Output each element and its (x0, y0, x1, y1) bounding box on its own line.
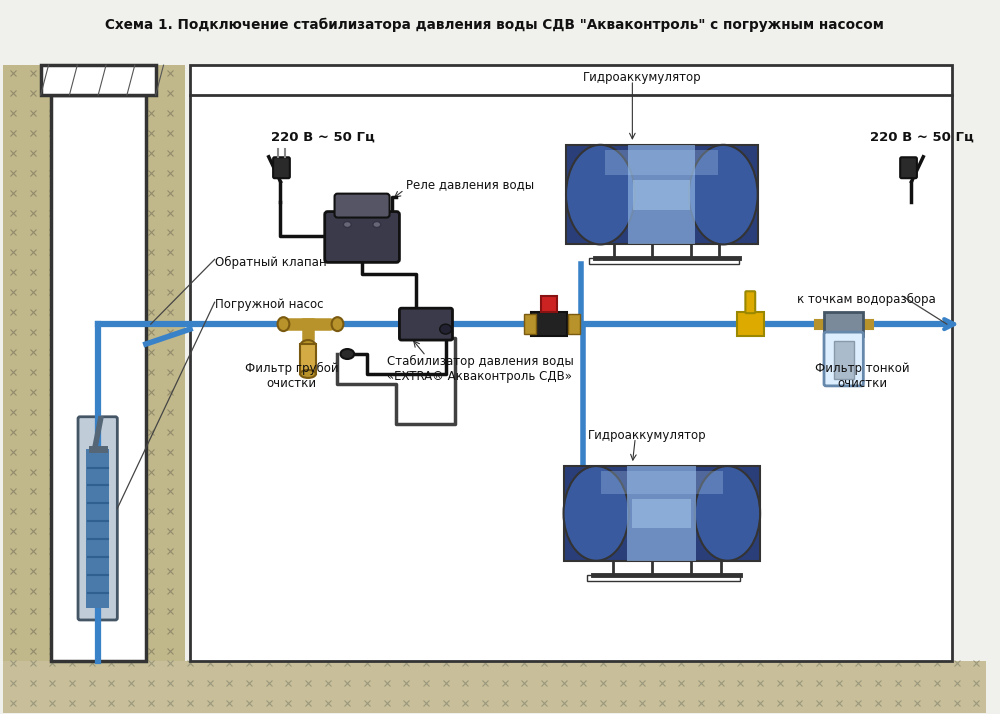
Ellipse shape (278, 317, 289, 331)
FancyBboxPatch shape (834, 341, 854, 379)
Ellipse shape (689, 145, 758, 244)
FancyBboxPatch shape (589, 258, 739, 264)
Ellipse shape (440, 324, 452, 334)
Text: 220 В ~ 50 Гц: 220 В ~ 50 Гц (870, 131, 974, 144)
FancyBboxPatch shape (737, 312, 764, 336)
FancyBboxPatch shape (541, 296, 557, 312)
FancyBboxPatch shape (824, 332, 863, 386)
FancyBboxPatch shape (566, 145, 758, 244)
FancyBboxPatch shape (3, 661, 986, 713)
Ellipse shape (300, 340, 316, 352)
FancyBboxPatch shape (628, 145, 695, 244)
Text: Фильтр грубой
очистки: Фильтр грубой очистки (245, 362, 339, 390)
FancyBboxPatch shape (568, 314, 580, 334)
FancyBboxPatch shape (78, 417, 117, 620)
FancyBboxPatch shape (273, 157, 290, 178)
Ellipse shape (300, 370, 316, 378)
FancyBboxPatch shape (524, 314, 536, 334)
Text: Схема 1. Подключение стабилизатора давления воды СДВ "Акваконтроль" с погружным : Схема 1. Подключение стабилизатора давле… (105, 18, 884, 32)
FancyBboxPatch shape (86, 448, 109, 608)
FancyBboxPatch shape (605, 150, 718, 175)
Ellipse shape (343, 221, 351, 228)
Ellipse shape (564, 466, 629, 560)
Ellipse shape (695, 466, 760, 560)
Text: Гидроаккумулятор: Гидроаккумулятор (583, 71, 702, 84)
FancyBboxPatch shape (824, 312, 863, 336)
FancyBboxPatch shape (190, 65, 952, 661)
Text: Гидроаккумулятор: Гидроаккумулятор (588, 429, 707, 442)
Text: 220 В ~ 50 Гц: 220 В ~ 50 Гц (271, 131, 375, 144)
Text: Погружной насос: Погружной насос (215, 298, 323, 311)
Text: Стабилизатор давления воды
«EXTRA® Акваконтроль СДВ»: Стабилизатор давления воды «EXTRA® Аквак… (387, 355, 573, 383)
FancyBboxPatch shape (601, 471, 723, 495)
Text: Фильтр тонкой
очистки: Фильтр тонкой очистки (815, 362, 910, 390)
Text: Обратный клапан: Обратный клапан (215, 256, 326, 269)
FancyBboxPatch shape (3, 65, 185, 661)
FancyBboxPatch shape (564, 466, 760, 560)
Text: к точкам водоразбора: к точкам водоразбора (797, 293, 936, 306)
Text: Реле давления воды: Реле давления воды (406, 178, 534, 191)
Ellipse shape (332, 317, 343, 331)
FancyBboxPatch shape (51, 95, 146, 661)
Ellipse shape (373, 221, 381, 228)
FancyBboxPatch shape (633, 180, 690, 210)
FancyBboxPatch shape (531, 312, 567, 336)
FancyBboxPatch shape (587, 575, 740, 580)
FancyBboxPatch shape (399, 308, 452, 340)
FancyBboxPatch shape (335, 193, 390, 218)
FancyBboxPatch shape (300, 344, 316, 374)
Ellipse shape (566, 145, 635, 244)
FancyBboxPatch shape (627, 466, 696, 560)
FancyBboxPatch shape (325, 211, 399, 262)
FancyBboxPatch shape (632, 499, 691, 528)
Ellipse shape (340, 349, 354, 359)
FancyBboxPatch shape (900, 157, 917, 178)
FancyBboxPatch shape (41, 65, 156, 95)
FancyBboxPatch shape (745, 291, 755, 313)
